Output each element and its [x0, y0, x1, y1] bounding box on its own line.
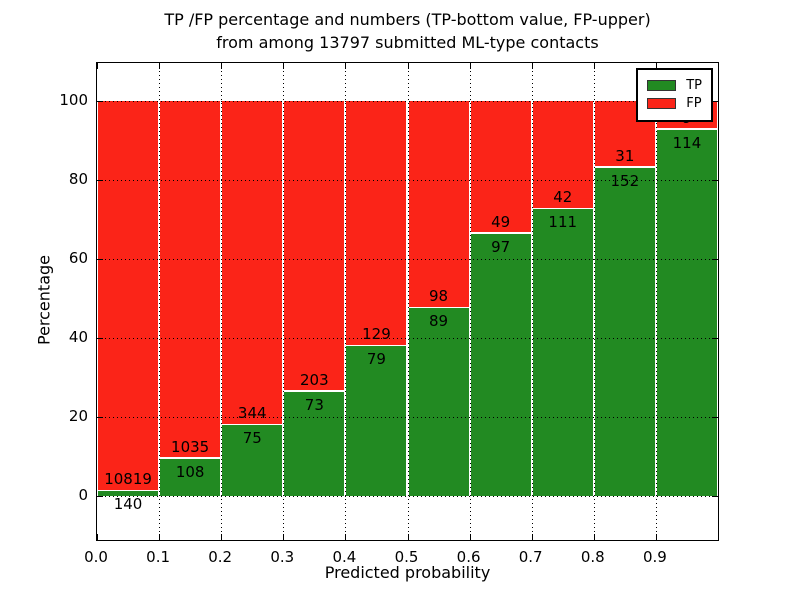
bar-fp-segment: [98, 100, 159, 490]
x-tick-mark: [593, 63, 595, 69]
y-tick-mark: [97, 100, 103, 102]
fp-count-label: 1035: [171, 437, 210, 456]
x-tick-label: 0.9: [642, 548, 667, 566]
x-tick-label: 0.0: [84, 548, 108, 566]
y-tick-mark: [97, 179, 103, 181]
bar-fp-segment: [532, 100, 593, 208]
fp-count-label: 31: [615, 146, 635, 165]
bar-tp-segment: [408, 308, 469, 497]
bar-fp-segment: [470, 100, 531, 233]
y-tick-label: 100: [59, 90, 88, 109]
bar-tp-segment: [98, 491, 159, 497]
bar-tp-segment: [594, 167, 655, 497]
bar-tp-segment: [346, 346, 407, 497]
x-tick-mark: [531, 63, 533, 69]
y-tick-mark: [712, 259, 718, 261]
fp-count-label: 98: [429, 287, 449, 306]
x-tick-mark: [97, 534, 98, 540]
x-tick-mark: [283, 534, 285, 540]
x-tick-label: 0.8: [580, 548, 605, 566]
x-axis-label: Predicted probability: [324, 563, 491, 582]
x-tick-mark: [221, 63, 223, 69]
x-tick-mark: [221, 534, 223, 540]
chart-title-line-1: TP /FP percentage and numbers (TP-bottom…: [164, 10, 651, 29]
y-tick-label: 20: [68, 407, 88, 426]
y-tick-mark: [712, 179, 718, 181]
fp-count-label: 344: [237, 404, 267, 423]
bar-fp-segment: [284, 100, 345, 391]
tp-count-label: 111: [548, 213, 578, 232]
bar-tp-segment: [222, 425, 283, 497]
y-tick-label: 80: [68, 169, 88, 188]
x-tick-label: 0.2: [208, 548, 233, 566]
bar-tp-segment: [532, 209, 593, 497]
x-tick-mark: [407, 63, 409, 69]
tp-count-label: 89: [429, 312, 449, 331]
x-tick-mark: [593, 534, 595, 540]
tp-count-label: 73: [304, 395, 324, 414]
x-tick-mark: [469, 63, 471, 69]
x-tick-mark: [97, 63, 98, 69]
y-tick-mark: [712, 417, 718, 419]
x-tick-mark: [469, 534, 471, 540]
fp-count-label: 129: [362, 325, 391, 344]
bar-tp-segment: [470, 233, 531, 497]
x-tick-mark: [345, 534, 347, 540]
tp-count-label: 75: [242, 429, 262, 448]
legend-label-fp: FP: [686, 96, 702, 111]
x-tick-mark: [407, 534, 409, 540]
tp-count-label: 97: [491, 237, 511, 256]
fp-count-label: 203: [300, 370, 329, 389]
y-tick-mark: [97, 259, 103, 261]
bar-tp-segment: [656, 129, 717, 497]
y-tick-label: 40: [68, 328, 88, 347]
x-tick-mark: [655, 534, 657, 540]
x-tick-mark: [159, 534, 161, 540]
x-tick-mark: [283, 63, 285, 69]
tp-count-label: 140: [113, 495, 143, 514]
tp-count-label: 114: [672, 133, 702, 152]
y-tick-label: 0: [78, 486, 88, 505]
x-tick-mark: [159, 63, 161, 69]
x-tick-label: 0.4: [332, 548, 357, 566]
bar-fp-segment: [346, 100, 407, 345]
tp-count-label: 79: [366, 350, 386, 369]
plot-area: TP FP 10819 140 1035 108 344 75 203 73 129 79 98 89…: [96, 62, 719, 541]
bar-tp-segment: [160, 458, 221, 497]
x-tick-label: 0.3: [270, 548, 295, 566]
tp-count-label: 108: [175, 462, 205, 481]
tp-color-swatch: [647, 80, 677, 91]
chart-title: TP /FP percentage and numbers (TP-bottom…: [96, 8, 719, 54]
fp-count-label: 42: [553, 188, 573, 207]
y-tick-mark: [97, 417, 103, 419]
x-tick-mark: [718, 63, 719, 69]
x-tick-mark: [345, 63, 347, 69]
y-tick-label: 60: [68, 249, 88, 268]
y-tick-mark: [712, 338, 718, 340]
x-tick-mark: [718, 534, 719, 540]
x-tick-label: 0.1: [146, 548, 171, 566]
grid-h-line: [97, 496, 718, 498]
fp-count-label: 49: [491, 212, 511, 231]
y-tick-mark: [712, 496, 718, 498]
legend-label-tp: TP: [686, 78, 702, 93]
x-tick-label: 0.7: [518, 548, 543, 566]
x-tick-mark: [531, 534, 533, 540]
bar-tp-segment: [284, 391, 345, 497]
chart-title-line-2: from among 13797 submitted ML-type conta…: [216, 33, 599, 52]
legend-item-fp: FP: [647, 96, 702, 111]
bar-fp-segment: [160, 100, 221, 458]
fp-count-label: 10819: [104, 470, 152, 489]
y-tick-mark: [97, 338, 103, 340]
bar-fp-segment: [408, 100, 469, 307]
x-tick-label: 0.6: [456, 548, 481, 566]
bar-fp-segment: [222, 100, 283, 424]
tp-count-label: 152: [610, 171, 640, 190]
legend: TP FP: [636, 68, 713, 122]
fp-color-swatch: [647, 98, 677, 109]
legend-item-tp: TP: [647, 78, 702, 93]
x-tick-label: 0.5: [394, 548, 419, 566]
